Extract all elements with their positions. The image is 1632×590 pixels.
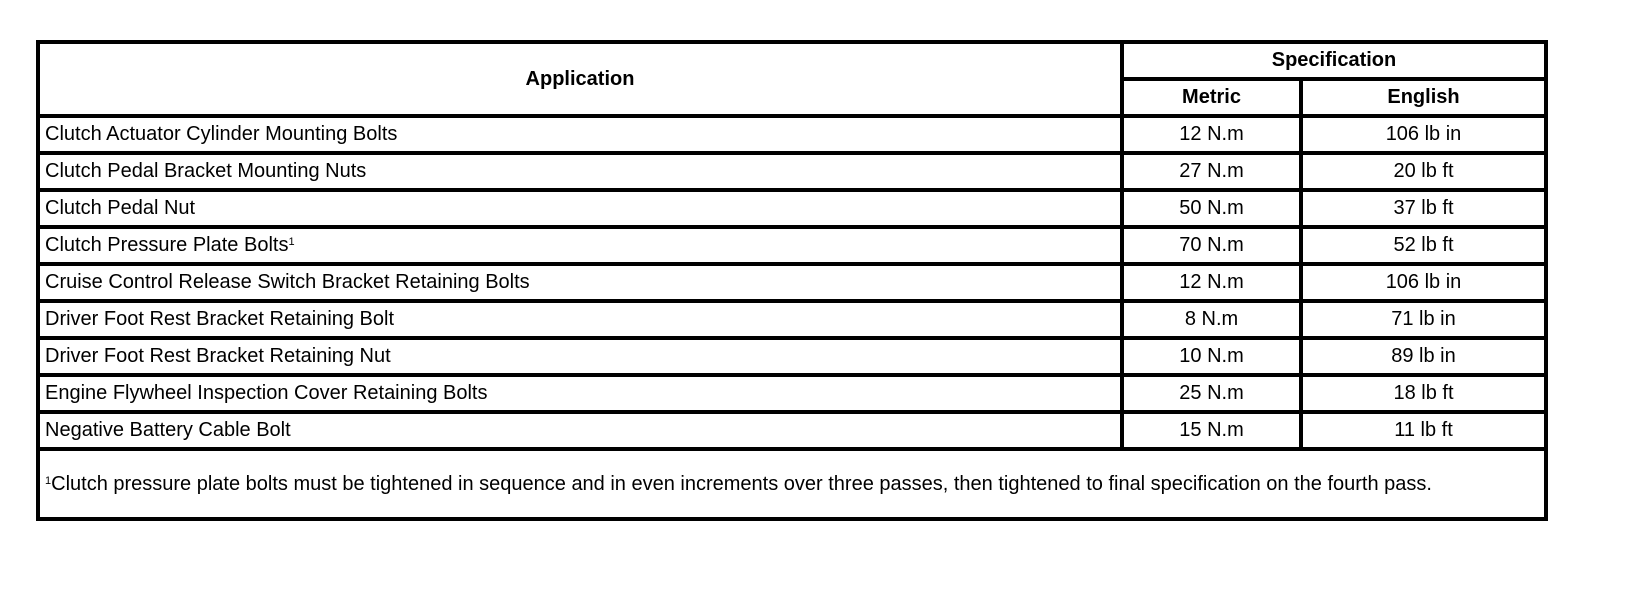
table-row: Engine Flywheel Inspection Cover Retaini… <box>36 373 1548 414</box>
header-row-1: Application Specification <box>36 40 1548 118</box>
table-row: Cruise Control Release Switch Bracket Re… <box>36 262 1548 303</box>
metric-cell: 10 N.m <box>1120 336 1303 377</box>
english-cell: 71 lb in <box>1299 299 1548 340</box>
english-cell: 11 lb ft <box>1299 410 1548 451</box>
english-cell: 106 lb in <box>1299 262 1548 303</box>
application-cell: Clutch Pressure Plate Bolts1 <box>36 225 1124 266</box>
table-row: Driver Foot Rest Bracket Retaining Bolt 8… <box>36 299 1548 340</box>
application-text: Engine Flywheel Inspection Cover Retaini… <box>45 382 488 404</box>
application-text: Negative Battery Cable Bolt <box>45 419 291 441</box>
english-cell: 106 lb in <box>1299 114 1548 155</box>
english-header: English <box>1299 77 1548 118</box>
metric-cell: 12 N.m <box>1120 114 1303 155</box>
application-cell: Clutch Pedal Bracket Mounting Nuts <box>36 151 1124 192</box>
torque-specification-table: Application Specification Metric English… <box>36 40 1548 521</box>
application-header: Application <box>36 40 1124 118</box>
footnote-text: Clutch pressure plate bolts must be tigh… <box>51 472 1432 495</box>
table-row: Driver Foot Rest Bracket Retaining Nut 10… <box>36 336 1548 377</box>
metric-cell: 8 N.m <box>1120 299 1303 340</box>
application-text: Clutch Pedal Bracket Mounting Nuts <box>45 160 367 182</box>
application-text: Clutch Actuator Cylinder Mounting Bolts <box>45 123 398 145</box>
english-cell: 52 lb ft <box>1299 225 1548 266</box>
application-cell: Driver Foot Rest Bracket Retaining Bolt <box>36 299 1124 340</box>
table-row: Clutch Pedal Nut 50 N.m 37 lb ft <box>36 188 1548 229</box>
application-cell: Clutch Actuator Cylinder Mounting Bolts <box>36 114 1124 155</box>
table-row: Negative Battery Cable Bolt 15 N.m 11 lb f… <box>36 410 1548 451</box>
table-row: Clutch Pedal Bracket Mounting Nuts 27 N.m… <box>36 151 1548 192</box>
application-text: Clutch Pressure Plate Bolts <box>45 234 289 256</box>
application-text: Cruise Control Release Switch Bracket Re… <box>45 271 530 293</box>
metric-cell: 27 N.m <box>1120 151 1303 192</box>
application-cell: Cruise Control Release Switch Bracket Re… <box>36 262 1124 303</box>
table-row: Clutch Pressure Plate Bolts1 70 N.m 52 lb … <box>36 225 1548 266</box>
metric-cell: 12 N.m <box>1120 262 1303 303</box>
metric-cell: 70 N.m <box>1120 225 1303 266</box>
application-text: Driver Foot Rest Bracket Retaining Nut <box>45 345 391 367</box>
specification-header: Specification <box>1120 40 1548 81</box>
table-row: Clutch Actuator Cylinder Mounting Bolts 1… <box>36 114 1548 155</box>
application-cell: Driver Foot Rest Bracket Retaining Nut <box>36 336 1124 377</box>
header-row-2: Metric English <box>38 77 1548 118</box>
application-cell: Clutch Pedal Nut <box>36 188 1124 229</box>
english-cell: 37 lb ft <box>1299 188 1548 229</box>
application-text: Clutch Pedal Nut <box>45 197 196 219</box>
footnote-row: 1Clutch pressure plate bolts must be tig… <box>36 447 1548 521</box>
english-cell: 20 lb ft <box>1299 151 1548 192</box>
metric-cell: 25 N.m <box>1120 373 1303 414</box>
metric-cell: 15 N.m <box>1120 410 1303 451</box>
english-cell: 18 lb ft <box>1299 373 1548 414</box>
metric-cell: 50 N.m <box>1120 188 1303 229</box>
metric-header: Metric <box>1120 77 1303 118</box>
application-cell: Engine Flywheel Inspection Cover Retaini… <box>36 373 1124 414</box>
footnote: 1Clutch pressure plate bolts must be tig… <box>36 447 1548 521</box>
application-text: Driver Foot Rest Bracket Retaining Bolt <box>45 308 395 330</box>
footnote-mark: 1 <box>45 474 52 487</box>
footnote-reference: 1 <box>288 236 295 248</box>
application-cell: Negative Battery Cable Bolt <box>36 410 1124 451</box>
english-cell: 89 lb in <box>1299 336 1548 377</box>
